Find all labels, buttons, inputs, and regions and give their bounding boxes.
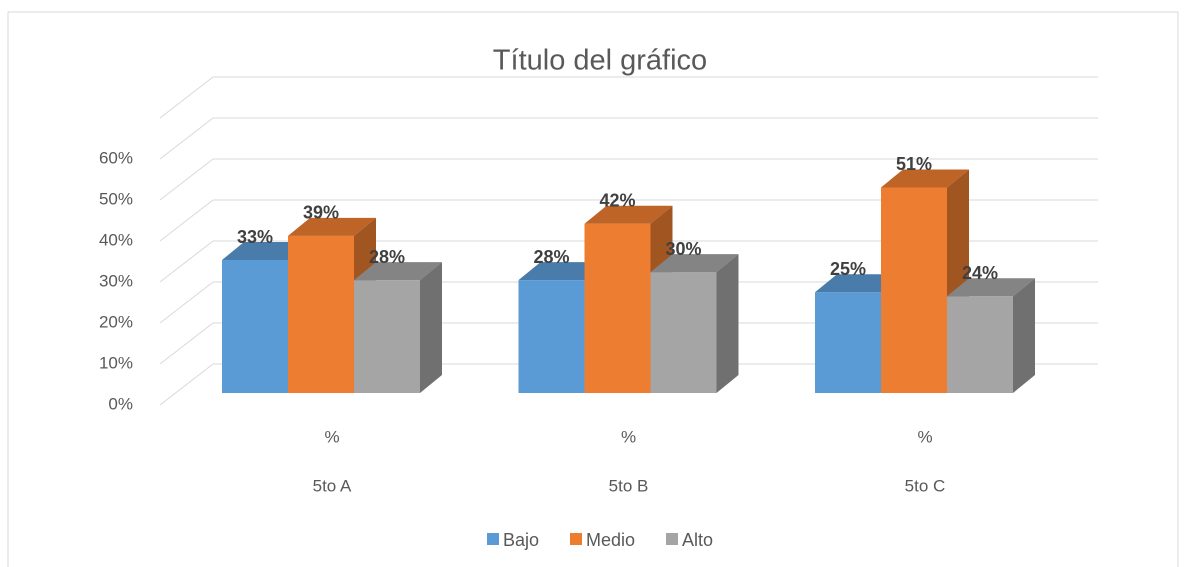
x-tick-label: % xyxy=(917,427,932,446)
bar xyxy=(288,235,354,393)
y-tick-label: 50% xyxy=(99,189,133,208)
bar xyxy=(947,296,1013,393)
data-label: 33% xyxy=(237,227,273,247)
data-label: 25% xyxy=(830,259,866,279)
bar xyxy=(650,272,717,393)
grid-line xyxy=(159,363,214,406)
legend-label: Bajo xyxy=(503,530,539,550)
y-tick-label: 20% xyxy=(99,312,133,331)
grid-line xyxy=(159,158,214,201)
bar xyxy=(518,280,585,393)
bar-side xyxy=(1013,278,1035,393)
data-label: 39% xyxy=(303,203,339,223)
y-tick-label: 0% xyxy=(108,394,133,413)
x-group-label: 5to A xyxy=(313,476,352,495)
bar-top xyxy=(947,278,1035,297)
bar xyxy=(354,280,420,393)
bar-side xyxy=(716,254,739,393)
legend-swatch xyxy=(666,533,678,545)
grid-line xyxy=(159,281,214,324)
data-label: 51% xyxy=(896,154,932,174)
bar-top xyxy=(288,217,376,236)
data-label: 24% xyxy=(962,263,998,283)
grid-line xyxy=(159,117,214,160)
y-tick-label: 40% xyxy=(99,230,133,249)
bar-top xyxy=(584,205,673,224)
bar-top xyxy=(650,254,739,273)
bar xyxy=(222,260,288,393)
legend-swatch xyxy=(570,533,582,545)
grid-line xyxy=(159,76,214,119)
data-label: 28% xyxy=(533,247,569,267)
y-tick-label: 60% xyxy=(99,148,133,167)
bar xyxy=(815,292,881,393)
legend-label: Medio xyxy=(586,530,635,550)
chart-title: Título del gráfico xyxy=(493,45,707,77)
data-label: 42% xyxy=(599,190,635,210)
bar-top xyxy=(881,169,969,188)
grid-line xyxy=(159,322,214,365)
x-group-label: 5to B xyxy=(609,476,649,495)
bar xyxy=(881,187,947,393)
x-tick-label: % xyxy=(324,427,339,446)
bar-top xyxy=(354,262,442,281)
y-tick-label: 30% xyxy=(99,271,133,290)
grid-line xyxy=(159,240,214,283)
x-group-label: 5to C xyxy=(905,476,946,495)
data-label: 30% xyxy=(665,239,701,259)
legend-swatch xyxy=(487,533,499,545)
y-tick-label: 10% xyxy=(99,353,133,372)
legend-label: Alto xyxy=(682,530,713,550)
data-label: 28% xyxy=(369,247,405,267)
bar xyxy=(584,223,651,393)
grid-line xyxy=(159,199,214,242)
bar-side xyxy=(420,262,442,393)
x-tick-label: % xyxy=(621,427,636,446)
